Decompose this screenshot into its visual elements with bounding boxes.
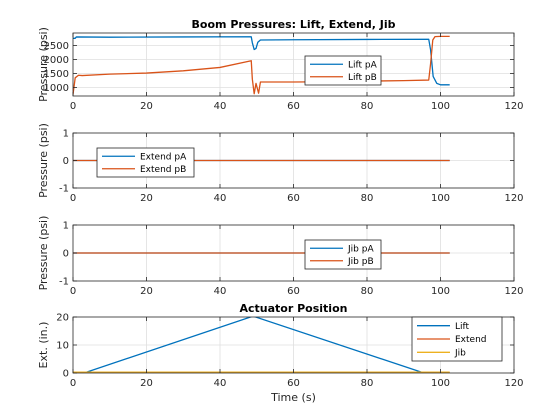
x-tick-label: 20 xyxy=(140,193,153,204)
legend-box xyxy=(304,55,382,86)
x-tick-label: 20 xyxy=(140,286,153,297)
y-tick-label: 1500 xyxy=(44,69,69,80)
x-tick-label: 60 xyxy=(287,101,300,112)
legend: Extend pA Extend pB xyxy=(96,147,195,178)
y-tick-label: 10 xyxy=(56,341,69,352)
legend-label: Lift pA xyxy=(348,60,378,70)
legend-box xyxy=(96,147,195,178)
legend-label: Extend xyxy=(455,335,487,345)
y-tick-label: 2000 xyxy=(44,55,69,66)
series-group xyxy=(73,35,450,95)
x-tick-label: 40 xyxy=(214,101,227,112)
x-tick-label: 80 xyxy=(361,101,374,112)
legend-box xyxy=(304,239,382,270)
x-tick-label: 80 xyxy=(361,286,374,297)
axes-1: 0 20 40 60 80 100 120 1000 1500 2000 2500 Boom Pres… xyxy=(37,18,524,112)
x-tick-label: 80 xyxy=(361,378,374,389)
x-tick-label: 40 xyxy=(214,193,227,204)
legend-label: Jib pB xyxy=(347,257,374,267)
x-tick-label: 100 xyxy=(431,378,450,389)
y-tick-label: 20 xyxy=(56,313,69,324)
y-tick-label: 1000 xyxy=(44,83,69,94)
axes-4: 0 20 40 60 80 100 120 0 10 20 Actuator Position Ext… xyxy=(37,302,524,404)
legend-label: Lift xyxy=(455,322,470,332)
y-axis-label: Ext. (in.) xyxy=(37,322,50,369)
legend-label: Jib pA xyxy=(347,244,374,254)
y-tick-label: 1 xyxy=(63,129,69,140)
x-tick-label: 0 xyxy=(70,378,76,389)
x-tick-label: 0 xyxy=(70,101,76,112)
y-tick-label: -1 xyxy=(59,277,69,288)
x-tick-label: 120 xyxy=(504,286,523,297)
legend-label: Extend pA xyxy=(140,152,187,162)
y-axis-label: Pressure (psi) xyxy=(37,27,50,102)
legend-label: Extend pB xyxy=(140,165,186,175)
x-tick-label: 40 xyxy=(214,286,227,297)
x-tick-label: 60 xyxy=(287,286,300,297)
legend-label: Lift pB xyxy=(348,73,377,83)
y-axis-label: Pressure (psi) xyxy=(37,216,50,291)
x-tick-label: 0 xyxy=(70,193,76,204)
y-tick-label: 1 xyxy=(63,221,69,232)
y-tick-label: 0 xyxy=(63,369,69,380)
x-tick-label: 120 xyxy=(504,378,523,389)
x-tick-label: 0 xyxy=(70,286,76,297)
x-tick-label: 40 xyxy=(214,378,227,389)
legend: Jib pA Jib pB xyxy=(304,239,382,270)
x-tick-label: 100 xyxy=(431,286,450,297)
x-axis-label: Time (s) xyxy=(270,391,316,404)
y-tick-label: 0 xyxy=(63,156,69,167)
series-line-lift-pb xyxy=(73,35,450,95)
x-tick-label: 20 xyxy=(140,378,153,389)
y-tick-label: -1 xyxy=(59,184,69,195)
x-tick-label: 100 xyxy=(431,193,450,204)
x-tick-label: 100 xyxy=(431,101,450,112)
legend: Lift pA Lift pB xyxy=(304,55,382,86)
x-tick-label: 120 xyxy=(504,193,523,204)
chart-title: Boom Pressures: Lift, Extend, Jib xyxy=(192,18,396,31)
legend: Lift Extend Jib xyxy=(411,316,503,362)
x-tick-label: 120 xyxy=(504,101,523,112)
x-tick-label: 20 xyxy=(140,101,153,112)
series-line-lift-pa xyxy=(73,36,450,86)
y-tick-label: 0 xyxy=(63,249,69,260)
x-tick-label: 80 xyxy=(361,193,374,204)
x-tick-label: 60 xyxy=(287,193,300,204)
chart-title: Actuator Position xyxy=(240,302,348,315)
x-tick-label: 60 xyxy=(287,378,300,389)
legend-label: Jib xyxy=(454,349,466,359)
y-axis-label: Pressure (psi) xyxy=(37,123,50,198)
y-tick-label: 2500 xyxy=(44,41,69,52)
